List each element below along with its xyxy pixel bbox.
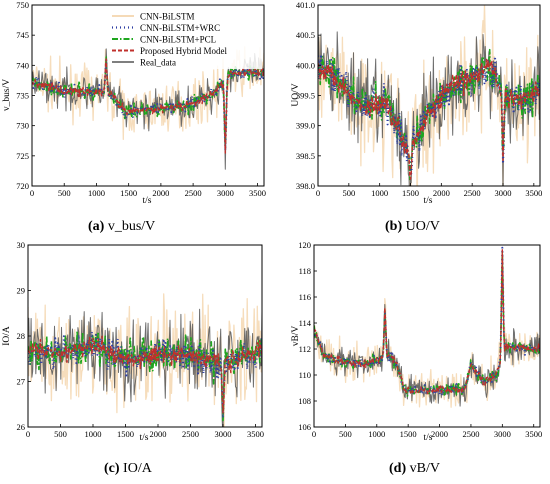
y-axis-label-b: UO/V [291,83,301,106]
x-tick-label-b: 2000 [433,188,450,198]
x-tick-label-d: 3500 [525,429,542,439]
x-tick-label-c: 2000 [150,429,167,439]
y-tick-label-b: 400.0 [296,60,315,70]
x-tick-label-a: 0 [30,188,34,198]
legend-label: CNN-BiLSTM+WRC [140,23,220,33]
series-cnn-bilstm [318,5,540,186]
caption-b: (b) UO/V [385,219,440,234]
chart-d: 0 500 1000 1500 2000 2500 3000 3500 106 108 110 112… [291,240,542,443]
x-tick-label-a: 3500 [249,188,266,198]
legend-background [108,9,262,69]
series-proposed-hybrid-model [28,335,262,414]
x-tick-label-a: 3000 [217,188,234,198]
x-tick-label-d: 1000 [368,429,385,439]
series-cnn-bilstm [314,250,540,408]
plot-area-a [32,46,264,170]
y-tick-label-d: 110 [299,370,311,380]
x-tick-label-c: 3500 [247,429,264,439]
y-tick-label-d: 108 [298,396,311,406]
x-tick-label-d: 0 [312,429,316,439]
series-proposed-hybrid-model [314,249,540,395]
y-tick-label-a: 730 [16,121,29,131]
legend-label: Proposed Hybrid Model [140,46,227,56]
y-tick-label-b: 401.0 [296,0,315,10]
y-tick-label-a: 740 [16,60,29,70]
x-tick-label-c: 1000 [85,429,102,439]
y-tick-label-a: 735 [16,91,29,101]
legend-label: Real_data [140,58,176,68]
y-tick-label-c: 29 [17,286,26,296]
x-axis-label-d: t/s [424,433,433,443]
x-tick-label-b: 500 [342,188,355,198]
x-tick-label-a: 1000 [88,188,105,198]
chart-b: 0 500 1000 1500 2000 2500 3000 3500 398.0 398.5 39… [291,0,542,206]
x-tick-label-c: 3000 [215,429,232,439]
y-tick-label-b: 399.0 [296,121,315,131]
plot-area-b [318,5,540,186]
y-tick-label-d: 106 [298,422,311,432]
x-tick-label-c: 1500 [117,429,134,439]
legend-label: CNN-BiLSTM [140,12,195,22]
series-cnn-bilstm-wrc [314,246,540,396]
x-tick-label-c: 0 [26,429,30,439]
x-tick-label-b: 3000 [495,188,512,198]
x-tick-label-d: 1500 [400,429,417,439]
series-real-data [28,308,262,427]
y-tick-label-b: 398.0 [296,181,315,191]
x-tick-label-c: 500 [54,429,67,439]
plot-area-d [314,246,540,408]
y-axis-label-c: IO/A [2,326,12,346]
y-tick-label-d: 114 [299,318,312,328]
caption-c: (c) IO/A [104,461,152,476]
y-tick-label-c: 26 [17,422,26,432]
y-tick-label-a: 720 [16,181,29,191]
x-tick-label-b: 1000 [371,188,388,198]
y-tick-label-b: 399.5 [296,91,315,101]
y-tick-label-a: 745 [16,30,29,40]
y-tick-label-a: 725 [16,151,29,161]
y-tick-label-c: 30 [17,240,26,250]
x-tick-label-a: 2500 [185,188,202,198]
series-proposed-hybrid-model [318,58,540,180]
x-tick-label-d: 500 [339,429,352,439]
y-tick-label-d: 112 [299,344,311,354]
plot-frame-d [313,244,541,428]
y-tick-label-c: 28 [17,331,26,341]
x-tick-label-a: 500 [58,188,71,198]
x-axis-label-c: t/s [140,433,149,443]
chart-c: 0 500 1000 1500 2000 2500 3000 3500 26 27 28 29 30 t/… [2,240,264,443]
y-tick-label-a: 750 [16,0,29,10]
legend-label: CNN-BiLSTM+PCL [140,35,216,45]
x-tick-label-d: 3000 [494,429,511,439]
y-axis-label-a: v_bus/V [2,79,12,111]
chart-a: 0 500 1000 1500 2000 2500 3000 3500 720 725 730 735… [2,0,266,206]
y-axis-label-d: vB/V [291,326,301,347]
y-tick-label-b: 400.5 [296,30,315,40]
x-tick-label-a: 2000 [152,188,169,198]
x-tick-label-b: 1500 [402,188,419,198]
y-tick-label-d: 120 [298,240,311,250]
x-axis-label-a: t/s [143,196,152,206]
series-cnn-bilstm-pcl [314,250,540,397]
x-tick-label-d: 2000 [431,429,448,439]
y-tick-label-d: 118 [299,266,311,276]
plot-area-c [28,293,262,427]
series-cnn-bilstm-pcl [28,330,262,422]
x-axis-label-b: t/s [424,196,433,206]
x-tick-label-a: 1500 [120,188,137,198]
x-tick-label-b: 2500 [464,188,481,198]
y-tick-label-b: 398.5 [296,151,315,161]
y-tick-label-d: 116 [299,292,311,302]
x-tick-label-b: 0 [316,188,320,198]
y-tick-label-c: 27 [17,377,26,387]
x-tick-label-b: 3500 [525,188,542,198]
x-tick-label-c: 2500 [182,429,199,439]
x-tick-label-d: 2500 [462,429,479,439]
caption-a: (a) v_bus/V [88,219,156,234]
series-proposed-hybrid-model [32,58,264,154]
caption-d: (d) vB/V [389,461,440,476]
